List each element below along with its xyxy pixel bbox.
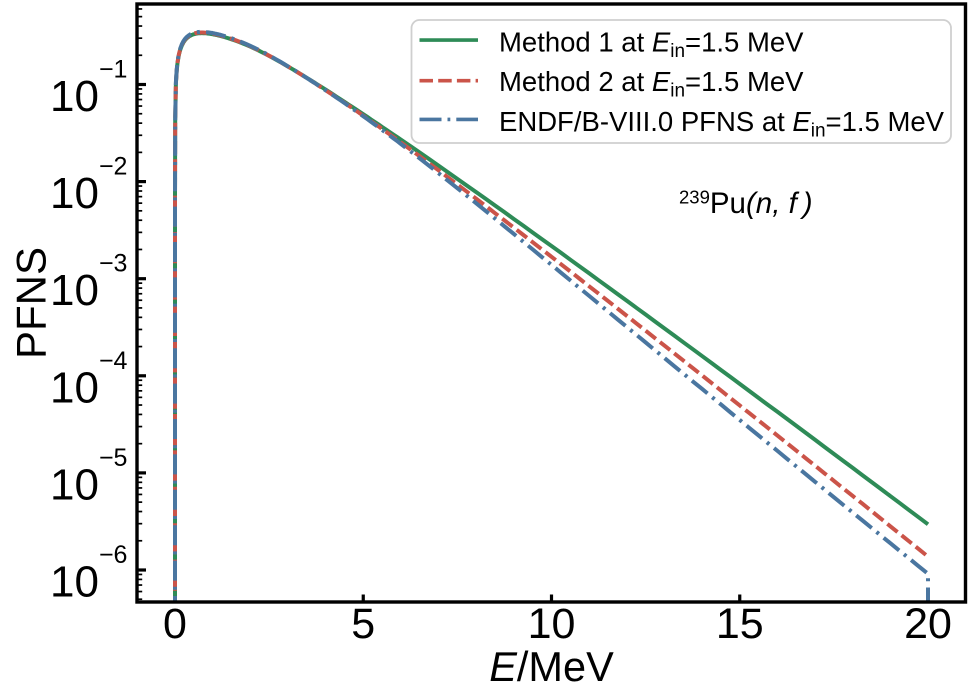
svg-text:Method 2 at Ein=1.5 MeV: Method 2 at Ein=1.5 MeV — [499, 66, 804, 102]
svg-text:PFNS: PFNS — [8, 247, 55, 359]
svg-text:15: 15 — [716, 600, 764, 648]
svg-text:10: 10 — [528, 600, 576, 648]
svg-text:0: 0 — [163, 600, 187, 648]
svg-text:Method 1 at Ein=1.5 MeV: Method 1 at Ein=1.5 MeV — [499, 27, 804, 63]
svg-text:239Pu(n, f ): 239Pu(n, f ) — [679, 187, 813, 221]
svg-text:5: 5 — [351, 600, 375, 648]
svg-text:20: 20 — [904, 600, 952, 648]
svg-text:E/MeV: E/MeV — [489, 643, 614, 686]
svg-text:ENDF/B-VIII.0 PFNS at Ein=1.5: ENDF/B-VIII.0 PFNS at Ein=1.5 MeV — [499, 106, 945, 142]
